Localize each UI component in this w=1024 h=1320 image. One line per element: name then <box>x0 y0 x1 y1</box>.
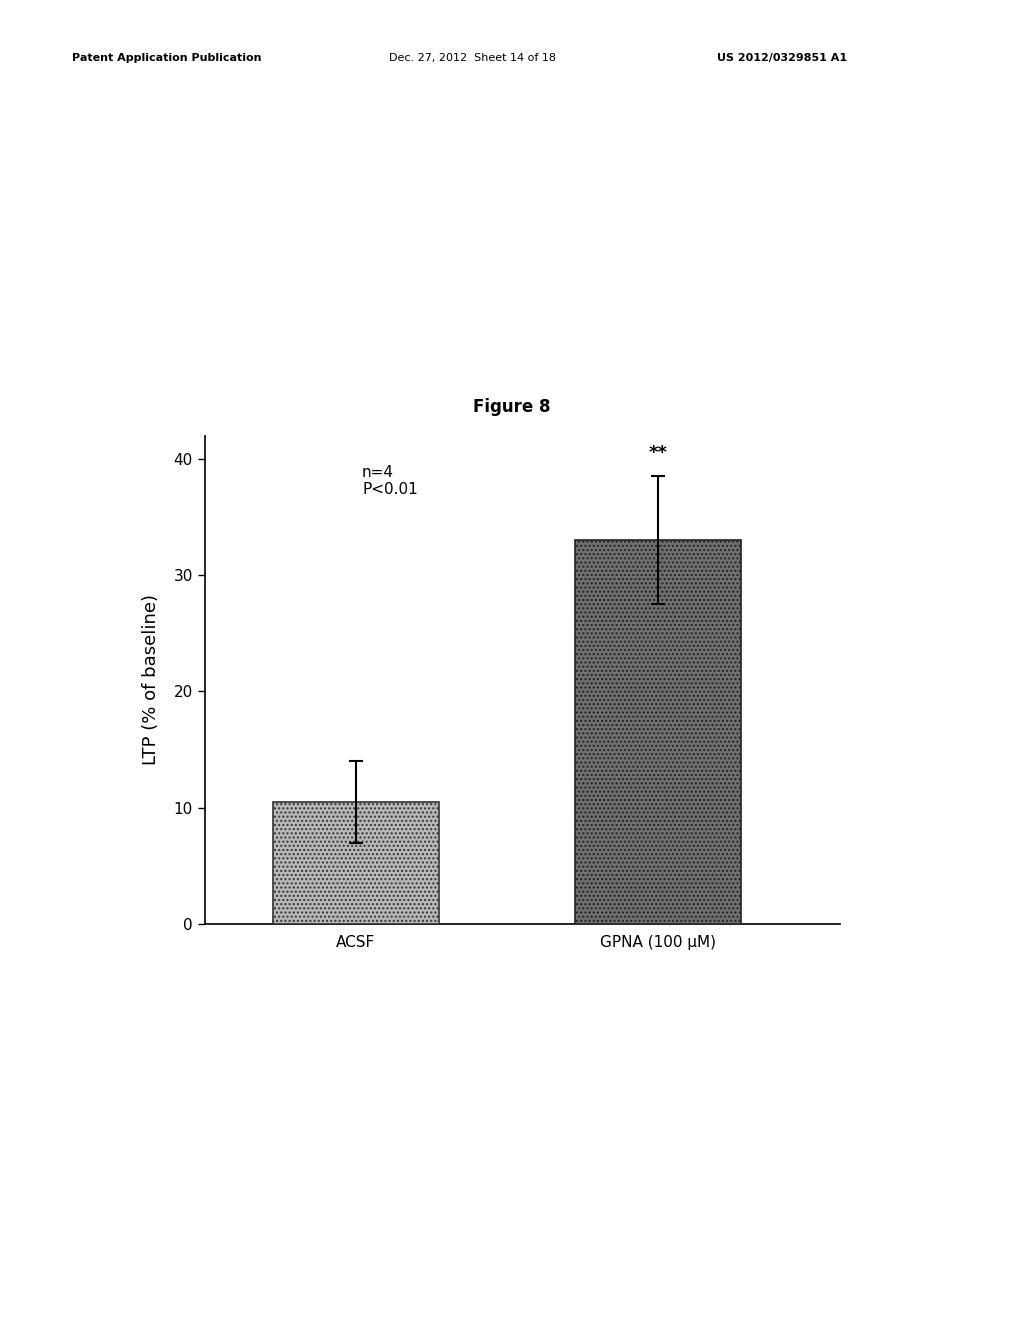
Text: **: ** <box>649 445 668 462</box>
Text: Dec. 27, 2012  Sheet 14 of 18: Dec. 27, 2012 Sheet 14 of 18 <box>389 53 556 63</box>
Text: Patent Application Publication: Patent Application Publication <box>72 53 261 63</box>
Bar <box>575 540 741 924</box>
Bar <box>272 803 439 924</box>
Y-axis label: LTP (% of baseline): LTP (% of baseline) <box>141 594 160 766</box>
Text: Figure 8: Figure 8 <box>473 397 551 416</box>
Text: US 2012/0329851 A1: US 2012/0329851 A1 <box>717 53 847 63</box>
Text: n=4
P<0.01: n=4 P<0.01 <box>362 465 418 498</box>
